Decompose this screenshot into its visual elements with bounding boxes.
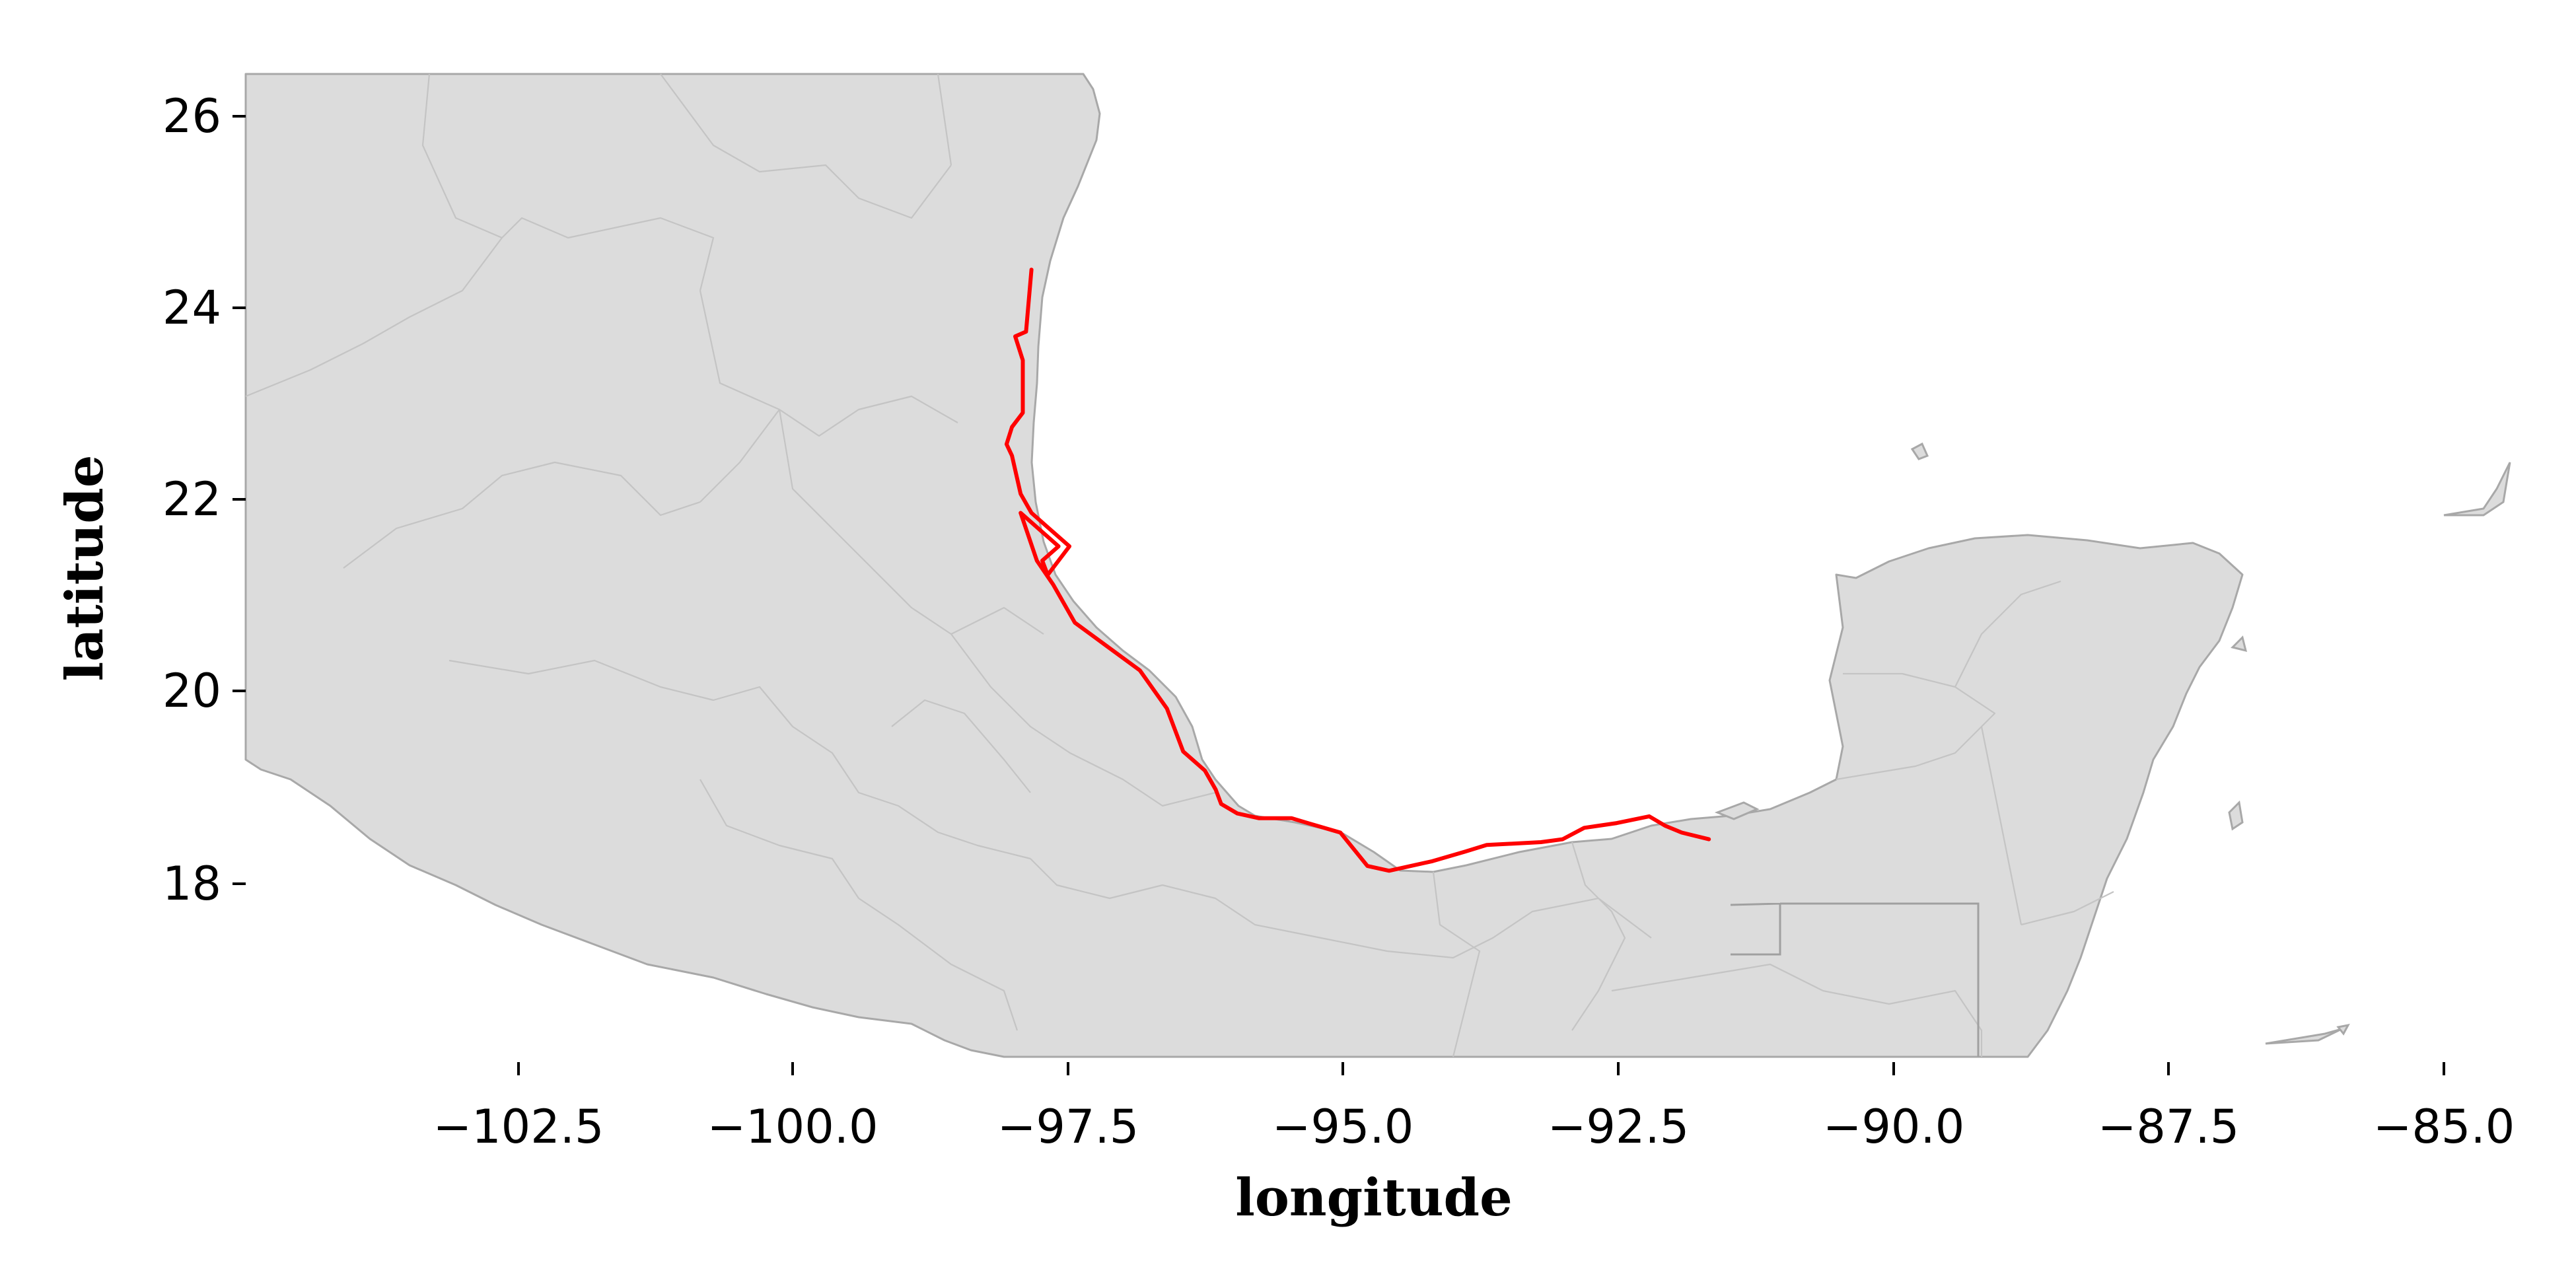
cozumel-island [2228, 800, 2244, 831]
x-tick-label: −95.0 [1272, 1100, 1414, 1154]
small-island-east [2336, 1023, 2350, 1036]
x-axis-label: longitude [1235, 1168, 1512, 1228]
x-axis: −102.5 −100.0 −97.5 −95.0 −92.5 −90.0 −8… [433, 1062, 2515, 1154]
x-tick-label: −97.5 [997, 1100, 1139, 1154]
bay-islands [2265, 1028, 2342, 1045]
cuba-island [2443, 462, 2511, 517]
x-tick-label: −102.5 [433, 1100, 604, 1154]
country-border [1730, 902, 1980, 1057]
x-tick-label: −92.5 [1548, 1100, 1690, 1154]
y-axis: 26 24 22 20 18 [162, 89, 246, 911]
y-tick-label-26: 26 [162, 89, 221, 143]
y-tick-label-20: 20 [162, 664, 221, 718]
y-tick-label-22: 22 [162, 472, 221, 526]
carmen-island [1714, 801, 1760, 820]
alacranes-reef [1910, 442, 1929, 460]
map-plot-area[interactable] [244, 73, 2511, 1058]
y-tick-label-24: 24 [162, 281, 221, 335]
y-axis-label: latitude [55, 455, 115, 682]
x-tick-label: −100.0 [707, 1100, 878, 1154]
mexico-landmass [244, 73, 2244, 1058]
small-cays [2231, 635, 2248, 653]
route-line [1004, 268, 1711, 873]
x-tick-label: −90.0 [1823, 1100, 1965, 1154]
x-tick-label: −85.0 [2373, 1100, 2515, 1154]
x-tick-label: −87.5 [2098, 1100, 2240, 1154]
y-tick-label-18: 18 [162, 857, 221, 911]
state-borders [245, 73, 2114, 1057]
